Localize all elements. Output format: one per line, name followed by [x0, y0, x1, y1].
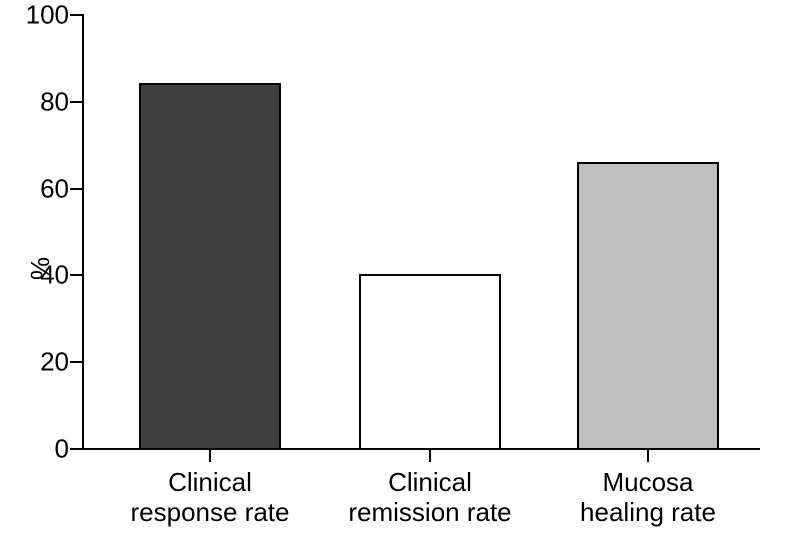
x-tick-mark [647, 450, 649, 462]
y-tick-mark [70, 101, 82, 103]
x-category-label: Clinical remission rate [310, 468, 550, 528]
y-tick-mark [70, 361, 82, 363]
y-axis-line [82, 14, 84, 450]
x-category-label: Mucosa healing rate [528, 468, 768, 528]
y-tick-mark [70, 14, 82, 16]
bar [359, 274, 501, 450]
y-tick-label: 80 [9, 86, 69, 117]
bar [577, 162, 719, 450]
y-tick-label: 100 [9, 0, 69, 31]
y-tick-label: 40 [9, 260, 69, 291]
y-tick-label: 60 [9, 173, 69, 204]
x-tick-mark [429, 450, 431, 462]
bar [139, 83, 281, 450]
x-tick-mark [209, 450, 211, 462]
y-tick-mark [70, 188, 82, 190]
y-tick-label: 20 [9, 347, 69, 378]
y-tick-mark [70, 448, 82, 450]
bar-chart: % 020406080100Clinical response rateClin… [0, 0, 785, 545]
y-tick-label: 0 [9, 434, 69, 465]
x-category-label: Clinical response rate [90, 468, 330, 528]
y-tick-mark [70, 274, 82, 276]
